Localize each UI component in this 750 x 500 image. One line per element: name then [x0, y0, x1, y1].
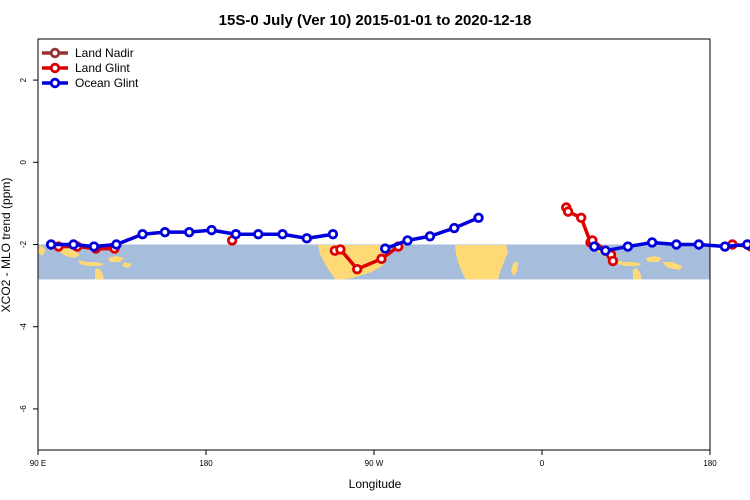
data-point-ocean-glint — [600, 245, 611, 256]
legend-item-ocean-glint: Ocean Glint — [42, 76, 139, 90]
x-axis: 90 E 180 90 W 0 180 — [30, 450, 717, 468]
y-tick-label: 2 — [19, 77, 28, 82]
land-indonesia — [38, 245, 132, 280]
data-point-ocean-glint — [380, 243, 391, 254]
data-point-ocean-glint — [719, 241, 731, 252]
data-point-land-glint — [562, 206, 574, 217]
legend-marker-ocean-glint — [49, 77, 61, 89]
data-point-ocean-glint — [137, 229, 148, 240]
data-point-ocean-glint — [473, 212, 484, 223]
y-axis: -6 -4 -2 0 2 — [19, 77, 38, 412]
data-point-ocean-glint — [327, 229, 339, 240]
legend-marker-land-nadir — [49, 47, 61, 59]
data-series — [45, 202, 750, 275]
data-point-ocean-glint — [622, 241, 634, 252]
data-point-land-glint — [335, 244, 346, 255]
x-tick-label: 180 — [199, 459, 213, 468]
data-point-land-glint — [607, 255, 619, 267]
x-tick-label: 0 — [540, 459, 545, 468]
data-point-ocean-glint — [742, 239, 750, 250]
data-point-ocean-glint — [230, 229, 242, 240]
legend: Land Nadir Land Glint Ocean Glint — [42, 46, 139, 90]
chart-title: 15S-0 July (Ver 10) 2015-01-01 to 2020-1… — [219, 12, 532, 29]
data-point-ocean-glint — [206, 224, 217, 236]
data-point-ocean-glint — [277, 229, 288, 240]
series-ocean-glint — [45, 212, 750, 256]
y-tick-label: -2 — [19, 240, 28, 248]
data-point-ocean-glint — [88, 241, 100, 252]
data-point-ocean-glint — [159, 226, 171, 238]
data-point-land-glint — [352, 263, 363, 275]
data-point-ocean-glint — [183, 226, 195, 238]
data-point-ocean-glint — [693, 239, 704, 250]
data-point-ocean-glint — [68, 239, 79, 250]
land-madagascar — [511, 262, 518, 276]
legend-marker-land-glint — [49, 62, 61, 74]
series-line-land-glint — [58, 244, 115, 251]
data-point-ocean-glint — [646, 237, 658, 248]
legend-label-ocean-glint: Ocean Glint — [75, 76, 139, 90]
data-point-ocean-glint — [671, 239, 682, 250]
data-point-ocean-glint — [449, 222, 460, 234]
data-point-ocean-glint — [402, 235, 413, 246]
y-tick-label: 0 — [19, 160, 28, 165]
y-tick-label: -4 — [19, 323, 28, 331]
land-africa — [455, 245, 508, 280]
x-tick-label: 90 E — [30, 459, 46, 468]
data-point-ocean-glint — [301, 233, 312, 244]
data-point-ocean-glint — [45, 239, 57, 250]
data-point-ocean-glint — [589, 241, 600, 252]
legend-label-land-glint: Land Glint — [75, 61, 130, 75]
series-line-ocean-glint — [593, 240, 750, 253]
x-axis-label: Longitude — [349, 477, 402, 491]
data-point-land-glint — [376, 253, 387, 265]
y-axis-label: XCO2 - MLO trend (ppm) — [0, 178, 13, 313]
y-tick-label: -6 — [19, 405, 28, 413]
legend-label-land-nadir: Land Nadir — [75, 46, 134, 60]
x-tick-label: 180 — [703, 459, 717, 468]
legend-item-land-nadir: Land Nadir — [42, 46, 134, 60]
x-tick-label: 90 W — [365, 459, 384, 468]
data-point-land-glint — [576, 212, 587, 223]
data-point-ocean-glint — [253, 229, 264, 240]
data-point-ocean-glint — [424, 231, 436, 242]
data-point-ocean-glint — [111, 239, 122, 250]
legend-item-land-glint: Land Glint — [42, 61, 130, 75]
